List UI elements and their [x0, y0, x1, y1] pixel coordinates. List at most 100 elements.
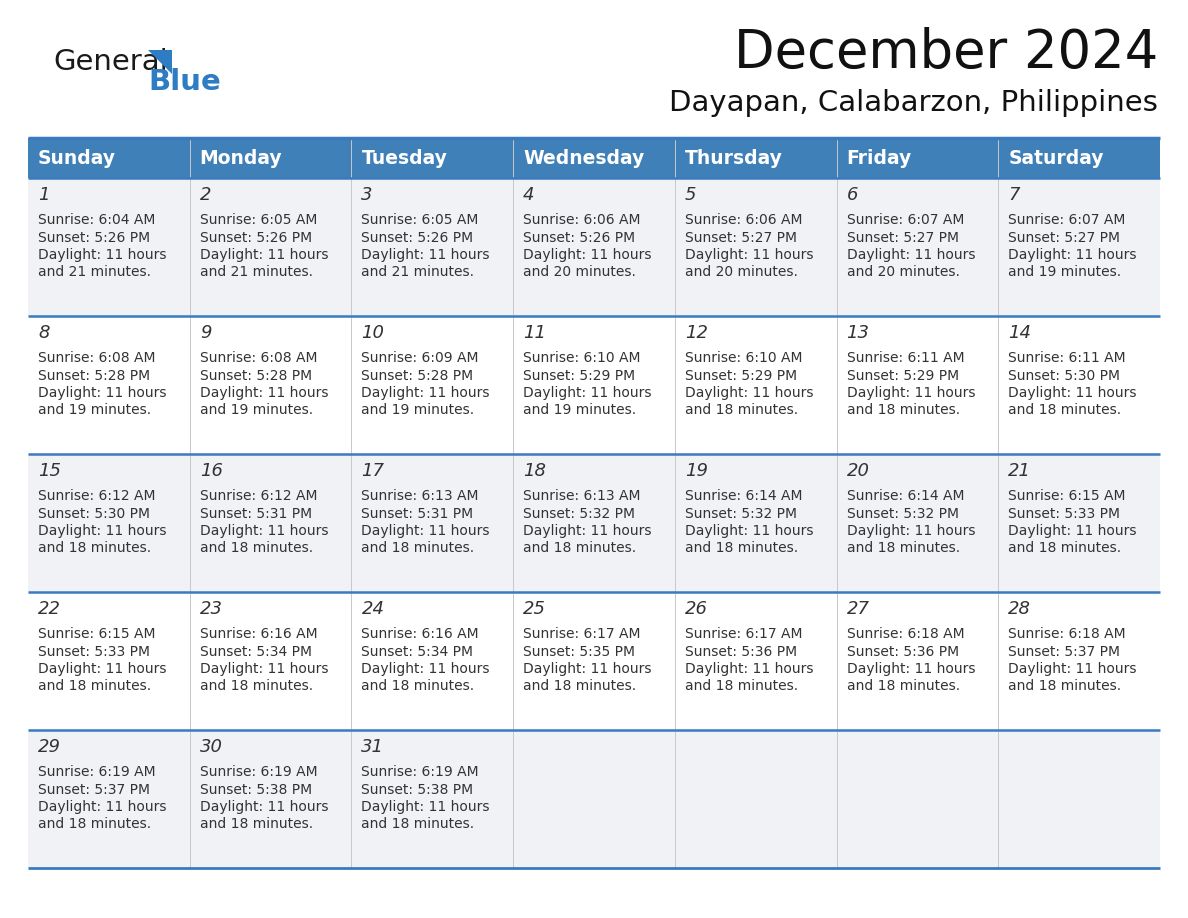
Text: Daylight: 11 hours: Daylight: 11 hours [684, 248, 814, 262]
Text: 6: 6 [847, 186, 858, 204]
Text: Sunset: 5:29 PM: Sunset: 5:29 PM [523, 368, 636, 383]
Text: Daylight: 11 hours: Daylight: 11 hours [361, 662, 489, 676]
Text: Sunset: 5:34 PM: Sunset: 5:34 PM [361, 644, 474, 658]
Text: Sunrise: 6:19 AM: Sunrise: 6:19 AM [200, 765, 317, 779]
Text: Dayapan, Calabarzon, Philippines: Dayapan, Calabarzon, Philippines [669, 89, 1158, 117]
Text: Daylight: 11 hours: Daylight: 11 hours [38, 524, 166, 538]
Text: Sunday: Sunday [38, 149, 116, 167]
Text: Sunset: 5:30 PM: Sunset: 5:30 PM [1009, 368, 1120, 383]
Text: Daylight: 11 hours: Daylight: 11 hours [684, 524, 814, 538]
Text: 31: 31 [361, 738, 385, 756]
Text: and 20 minutes.: and 20 minutes. [523, 265, 636, 279]
Text: 21: 21 [1009, 462, 1031, 480]
Text: and 18 minutes.: and 18 minutes. [200, 818, 312, 832]
Text: Daylight: 11 hours: Daylight: 11 hours [361, 800, 489, 814]
Text: 28: 28 [1009, 600, 1031, 618]
Text: 22: 22 [38, 600, 61, 618]
Text: Daylight: 11 hours: Daylight: 11 hours [523, 386, 652, 400]
Text: and 18 minutes.: and 18 minutes. [361, 542, 474, 555]
Text: Sunset: 5:28 PM: Sunset: 5:28 PM [38, 368, 150, 383]
Text: Sunset: 5:36 PM: Sunset: 5:36 PM [684, 644, 797, 658]
Text: and 18 minutes.: and 18 minutes. [684, 404, 798, 418]
Text: 16: 16 [200, 462, 222, 480]
Text: Daylight: 11 hours: Daylight: 11 hours [684, 386, 814, 400]
Text: and 19 minutes.: and 19 minutes. [361, 404, 474, 418]
Text: Sunrise: 6:18 AM: Sunrise: 6:18 AM [1009, 627, 1126, 641]
Text: and 21 minutes.: and 21 minutes. [200, 265, 312, 279]
Text: Thursday: Thursday [684, 149, 783, 167]
Text: Sunset: 5:27 PM: Sunset: 5:27 PM [1009, 230, 1120, 244]
Text: and 19 minutes.: and 19 minutes. [38, 404, 151, 418]
Text: Sunset: 5:26 PM: Sunset: 5:26 PM [361, 230, 474, 244]
Text: Wednesday: Wednesday [523, 149, 644, 167]
Text: 26: 26 [684, 600, 708, 618]
Text: Daylight: 11 hours: Daylight: 11 hours [361, 524, 489, 538]
Text: 9: 9 [200, 324, 211, 342]
Text: 20: 20 [847, 462, 870, 480]
Text: 11: 11 [523, 324, 546, 342]
Bar [29, 178, 1159, 316]
Text: Daylight: 11 hours: Daylight: 11 hours [847, 386, 975, 400]
Text: Daylight: 11 hours: Daylight: 11 hours [38, 248, 166, 262]
Text: Sunrise: 6:16 AM: Sunrise: 6:16 AM [361, 627, 479, 641]
Text: and 18 minutes.: and 18 minutes. [38, 818, 151, 832]
Text: Daylight: 11 hours: Daylight: 11 hours [200, 386, 328, 400]
Text: Daylight: 11 hours: Daylight: 11 hours [200, 662, 328, 676]
Text: Sunrise: 6:12 AM: Sunrise: 6:12 AM [200, 489, 317, 503]
Text: 23: 23 [200, 600, 222, 618]
Text: 12: 12 [684, 324, 708, 342]
Text: and 18 minutes.: and 18 minutes. [1009, 542, 1121, 555]
Text: Sunset: 5:38 PM: Sunset: 5:38 PM [361, 782, 474, 797]
Text: and 18 minutes.: and 18 minutes. [1009, 404, 1121, 418]
Text: Sunrise: 6:11 AM: Sunrise: 6:11 AM [847, 351, 965, 365]
Text: Sunrise: 6:17 AM: Sunrise: 6:17 AM [684, 627, 802, 641]
Text: Sunrise: 6:17 AM: Sunrise: 6:17 AM [523, 627, 640, 641]
Text: and 18 minutes.: and 18 minutes. [523, 679, 637, 693]
Text: Sunset: 5:32 PM: Sunset: 5:32 PM [684, 507, 797, 521]
Text: Daylight: 11 hours: Daylight: 11 hours [1009, 662, 1137, 676]
Text: Sunrise: 6:15 AM: Sunrise: 6:15 AM [38, 627, 156, 641]
Text: and 18 minutes.: and 18 minutes. [847, 679, 960, 693]
Text: Daylight: 11 hours: Daylight: 11 hours [361, 386, 489, 400]
Text: Daylight: 11 hours: Daylight: 11 hours [1009, 248, 1137, 262]
Text: Sunrise: 6:14 AM: Sunrise: 6:14 AM [684, 489, 802, 503]
Text: 25: 25 [523, 600, 546, 618]
Text: Daylight: 11 hours: Daylight: 11 hours [523, 248, 652, 262]
Text: Sunset: 5:36 PM: Sunset: 5:36 PM [847, 644, 959, 658]
Text: Sunset: 5:35 PM: Sunset: 5:35 PM [523, 644, 636, 658]
Text: Daylight: 11 hours: Daylight: 11 hours [684, 662, 814, 676]
Text: 3: 3 [361, 186, 373, 204]
Text: Sunrise: 6:13 AM: Sunrise: 6:13 AM [361, 489, 479, 503]
Text: and 18 minutes.: and 18 minutes. [361, 679, 474, 693]
Text: Blue: Blue [148, 68, 221, 96]
Text: 14: 14 [1009, 324, 1031, 342]
Text: 15: 15 [38, 462, 61, 480]
Text: 4: 4 [523, 186, 535, 204]
Text: Sunrise: 6:06 AM: Sunrise: 6:06 AM [684, 213, 802, 227]
Text: Sunrise: 6:10 AM: Sunrise: 6:10 AM [684, 351, 802, 365]
Text: Sunrise: 6:11 AM: Sunrise: 6:11 AM [1009, 351, 1126, 365]
Text: Sunset: 5:38 PM: Sunset: 5:38 PM [200, 782, 311, 797]
Text: 8: 8 [38, 324, 50, 342]
Text: 5: 5 [684, 186, 696, 204]
Bar [29, 592, 1159, 730]
Text: and 19 minutes.: and 19 minutes. [200, 404, 312, 418]
Text: Sunset: 5:30 PM: Sunset: 5:30 PM [38, 507, 150, 521]
Text: Sunrise: 6:04 AM: Sunrise: 6:04 AM [38, 213, 156, 227]
Text: Sunset: 5:37 PM: Sunset: 5:37 PM [1009, 644, 1120, 658]
Text: Daylight: 11 hours: Daylight: 11 hours [200, 524, 328, 538]
Text: Sunset: 5:31 PM: Sunset: 5:31 PM [200, 507, 311, 521]
Text: Sunrise: 6:05 AM: Sunrise: 6:05 AM [361, 213, 479, 227]
Text: and 20 minutes.: and 20 minutes. [684, 265, 797, 279]
Text: Daylight: 11 hours: Daylight: 11 hours [847, 662, 975, 676]
Text: Daylight: 11 hours: Daylight: 11 hours [523, 662, 652, 676]
Text: and 20 minutes.: and 20 minutes. [847, 265, 960, 279]
Text: Sunset: 5:34 PM: Sunset: 5:34 PM [200, 644, 311, 658]
Text: and 18 minutes.: and 18 minutes. [1009, 679, 1121, 693]
Bar [29, 730, 1159, 868]
Text: 2: 2 [200, 186, 211, 204]
Text: Sunset: 5:37 PM: Sunset: 5:37 PM [38, 782, 150, 797]
Text: Daylight: 11 hours: Daylight: 11 hours [847, 248, 975, 262]
Text: December 2024: December 2024 [734, 27, 1158, 79]
Text: Sunset: 5:27 PM: Sunset: 5:27 PM [847, 230, 959, 244]
